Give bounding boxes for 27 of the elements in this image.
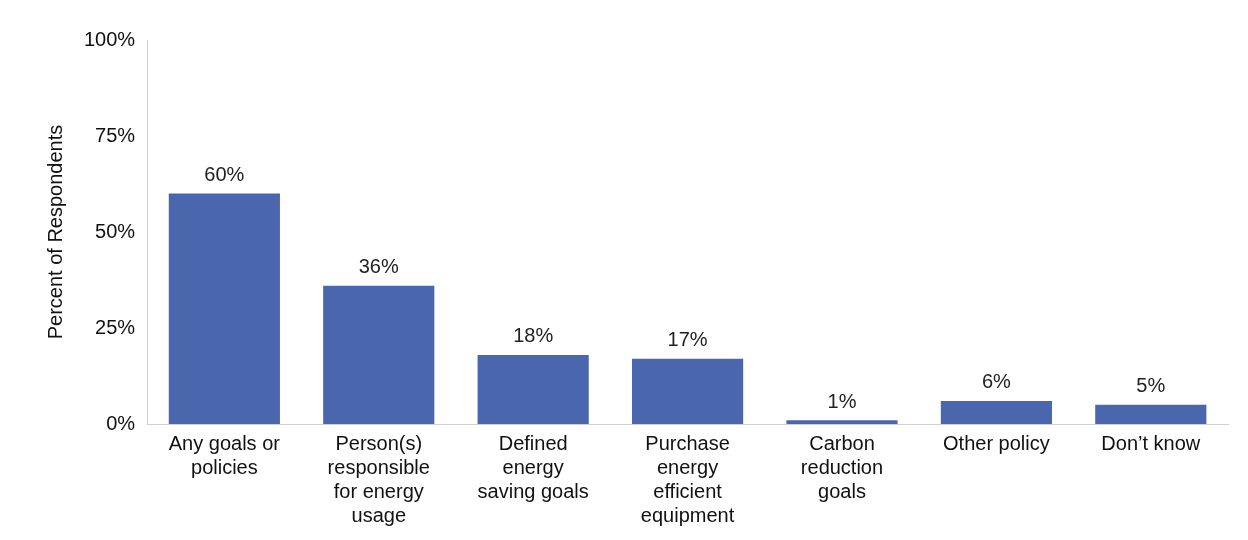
bar [940,400,1052,424]
x-tick-label: Carbon reduction goals [800,431,884,502]
y-tick-label: 25% [95,315,136,338]
y-axis-title: Percent of Respondents [43,124,66,340]
data-label: 60% [204,163,245,186]
data-label: 1% [827,389,857,412]
data-label: 5% [1136,374,1166,397]
bar [477,354,589,424]
bar [323,285,435,424]
x-tick-label: Purchase energy efficient equipment [640,431,735,526]
bar [168,193,280,424]
data-label: 17% [667,328,708,351]
bar [1095,404,1207,424]
x-tick-label: Person(s) responsible for energy usage [327,431,430,526]
y-tick-label: 0% [106,411,136,434]
data-label: 18% [513,324,554,347]
bar [786,420,898,424]
y-tick-label: 100% [84,27,136,50]
data-label: 36% [358,255,399,278]
bar [631,358,744,424]
x-tick-label: Don’t know [1101,431,1201,454]
x-tick-label: Other policy [943,431,1050,454]
data-label: 6% [981,370,1012,393]
y-tick-label: 50% [95,219,136,242]
x-tick-label: Defined energy saving goals [477,431,589,502]
y-tick-label: 75% [95,123,136,146]
x-tick-label: Any goals or policies [168,431,281,478]
